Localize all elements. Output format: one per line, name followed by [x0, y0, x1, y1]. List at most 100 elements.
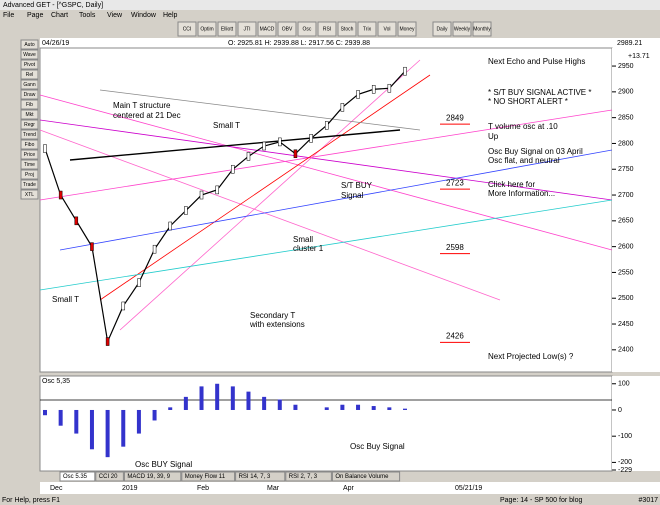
side-button[interactable] [20, 59, 39, 70]
toolbar-button[interactable] [337, 21, 357, 37]
annotation[interactable]: Click here for [488, 180, 535, 189]
toolbar-label[interactable]: Vol [384, 26, 391, 32]
toolbar-button[interactable] [317, 21, 337, 37]
candle [58, 190, 63, 200]
side-label[interactable]: Wave [23, 52, 36, 58]
tab-label[interactable]: MACD 19, 39, 9 [127, 474, 170, 480]
side-label[interactable]: Time [24, 162, 35, 168]
tab[interactable] [235, 471, 286, 482]
side-label[interactable]: XTL [25, 192, 34, 198]
side-button[interactable] [20, 109, 39, 120]
status-text: Page: 14 - SP 500 for blog [500, 497, 582, 504]
toolbar-label[interactable]: Osc [303, 26, 312, 32]
toolbar-label[interactable]: OBV [282, 26, 293, 32]
osc-bar [324, 407, 329, 410]
candle [387, 83, 392, 93]
toolbar-label[interactable]: MACD [260, 26, 275, 32]
side-label[interactable]: Mkt [25, 112, 34, 118]
toolbar-label[interactable]: RSI [323, 26, 331, 32]
side-button[interactable] [20, 129, 39, 140]
side-button[interactable] [20, 139, 39, 150]
candle [403, 66, 407, 76]
osc-bar [230, 386, 235, 410]
side-label[interactable]: Draw [24, 92, 36, 98]
toolbar-label[interactable]: Stoch [341, 26, 354, 32]
menu-item[interactable]: Page [27, 12, 43, 19]
side-label[interactable]: Fibo [25, 142, 35, 148]
side-button[interactable] [20, 119, 39, 130]
side-label[interactable]: Regr [24, 122, 35, 128]
y-tick-label: 2700 [618, 192, 634, 199]
toolbar-label[interactable]: CCI [183, 26, 192, 32]
side-button[interactable] [20, 39, 39, 50]
side-label[interactable]: Trade [23, 182, 36, 188]
toolbar-label[interactable]: Weekly [454, 26, 471, 32]
side-label[interactable]: Proj [25, 172, 34, 178]
tab-label[interactable]: Money Flow 11 [185, 474, 226, 480]
toolbar-label[interactable]: Daily [436, 26, 448, 32]
annotation: * NO SHORT ALERT * [488, 97, 568, 106]
side-label[interactable]: Rel [26, 72, 34, 78]
toolbar-label[interactable]: Elliott [221, 26, 234, 32]
toolbar-button[interactable] [237, 21, 257, 37]
menu-item[interactable]: Window [131, 12, 157, 19]
toolbar-button[interactable] [397, 21, 417, 37]
toolbar-button[interactable] [217, 21, 237, 37]
side-label[interactable]: Price [24, 152, 36, 158]
tab-label[interactable]: CCI 20 [99, 474, 118, 480]
toolbar-button[interactable] [277, 21, 297, 37]
candle [121, 301, 126, 311]
tab[interactable] [123, 471, 182, 482]
side-button[interactable] [20, 49, 39, 60]
side-label[interactable]: Trend [23, 132, 36, 138]
side-label[interactable]: Fib [26, 102, 33, 108]
toolbar-button[interactable] [452, 21, 472, 37]
toolbar-label[interactable]: Trix [363, 26, 372, 32]
toolbar-button[interactable] [177, 21, 197, 37]
tab-label[interactable]: Osc 5.35 [63, 474, 88, 480]
toolbar-label[interactable]: Money [399, 26, 415, 32]
toolbar-button[interactable] [297, 21, 317, 37]
osc-bar [293, 404, 298, 410]
tab-label[interactable]: RSI 2, 7, 3 [289, 474, 318, 480]
side-button[interactable] [20, 149, 39, 160]
tab[interactable] [59, 471, 96, 482]
menu-item[interactable]: Help [163, 12, 178, 19]
toolbar-button[interactable] [432, 21, 452, 37]
side-button[interactable] [20, 69, 39, 80]
toolbar-label[interactable]: JTI [244, 26, 251, 32]
menu-item[interactable]: View [107, 12, 123, 19]
level-label: 2426 [446, 332, 464, 341]
side-button[interactable] [20, 79, 39, 90]
side-label[interactable]: Auto [24, 42, 35, 48]
candle [90, 242, 94, 251]
side-button[interactable] [20, 99, 39, 110]
side-button[interactable] [20, 169, 39, 180]
toolbar-button[interactable] [377, 21, 397, 37]
tab-label[interactable]: On Balance Volume [335, 474, 389, 480]
side-label[interactable]: Pivot [24, 62, 36, 68]
side-button[interactable] [20, 159, 39, 170]
tab[interactable] [95, 471, 124, 482]
side-label[interactable]: Gann [23, 82, 35, 88]
menu-item[interactable]: Chart [51, 12, 68, 19]
toolbar-button[interactable] [357, 21, 377, 37]
annotation[interactable]: More Information... [488, 189, 555, 198]
menu-item[interactable]: Tools [79, 12, 96, 19]
tab-label[interactable]: RSI 14, 7, 3 [239, 474, 271, 480]
toolbar-button[interactable] [197, 21, 217, 37]
side-button[interactable] [20, 189, 39, 200]
tab[interactable] [285, 471, 332, 482]
menu-item[interactable]: File [3, 12, 14, 19]
osc-bar [89, 409, 94, 450]
toolbar-button[interactable] [257, 21, 277, 37]
side-button[interactable] [20, 89, 39, 100]
tab[interactable] [181, 471, 236, 482]
toolbar-label[interactable]: Optim [200, 26, 213, 32]
candle [215, 185, 219, 195]
side-button[interactable] [20, 179, 39, 190]
toolbar-label[interactable]: Monthly [473, 26, 491, 32]
toolbar-button[interactable] [472, 21, 492, 37]
tab[interactable] [331, 471, 401, 482]
